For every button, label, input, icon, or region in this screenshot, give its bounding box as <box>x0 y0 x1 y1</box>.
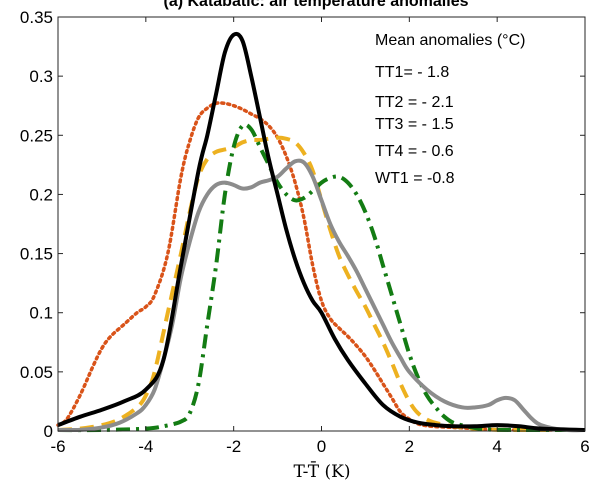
annotation-line: WT1 = -0.8 <box>375 170 455 187</box>
annotation-heading: Mean anomalies (°C) <box>375 32 525 49</box>
y-tick-label: 0.2 <box>29 185 53 204</box>
y-tick-label: 0.25 <box>20 126 53 145</box>
series-layer <box>56 31 587 433</box>
series-line-wt1 <box>57 158 586 433</box>
series-line-tt4 <box>57 122 586 433</box>
x-tick-label: -4 <box>138 437 153 456</box>
annotation-line: TT1= - 1.8 <box>375 64 449 81</box>
x-tick-label: 0 <box>317 437 326 456</box>
x-tick-label: 2 <box>405 437 414 456</box>
mean-anomalies-annotation: Mean anomalies (°C) TT1= - 1.8 TT2 = - 2… <box>375 32 525 187</box>
y-tick-label: 0.1 <box>29 304 53 323</box>
series-line-tt2 <box>56 101 587 432</box>
chart-title: (a) Katabatic: air temperature anomalies <box>164 0 469 10</box>
ticks-layer: -6 -4 -2 0 2 4 6 0 0.05 0.1 0.15 0.2 0.25 0.3 0.35 <box>20 8 590 456</box>
annotation-line: TT2 = - 2.1 <box>375 94 454 111</box>
series-line-tt1 <box>57 31 586 432</box>
annotation-line: TT4 = - 0.6 <box>375 143 454 160</box>
x-axis-label: T-T̄ (K) <box>294 460 351 482</box>
x-tick-label: 4 <box>492 437 501 456</box>
x-tick-label: -6 <box>50 437 65 456</box>
x-tick-label: -2 <box>226 437 241 456</box>
y-tick-label: 0.35 <box>20 8 53 27</box>
series-line-tt3 <box>57 135 586 433</box>
y-tick-label: 0 <box>44 422 53 441</box>
y-tick-label: 0.05 <box>20 363 53 382</box>
y-tick-label: 0.15 <box>20 245 53 264</box>
axes-box <box>57 16 586 432</box>
x-tick-label: 6 <box>580 437 589 456</box>
y-tick-label: 0.3 <box>29 67 53 86</box>
annotation-line: TT3 = - 1.5 <box>375 116 454 133</box>
